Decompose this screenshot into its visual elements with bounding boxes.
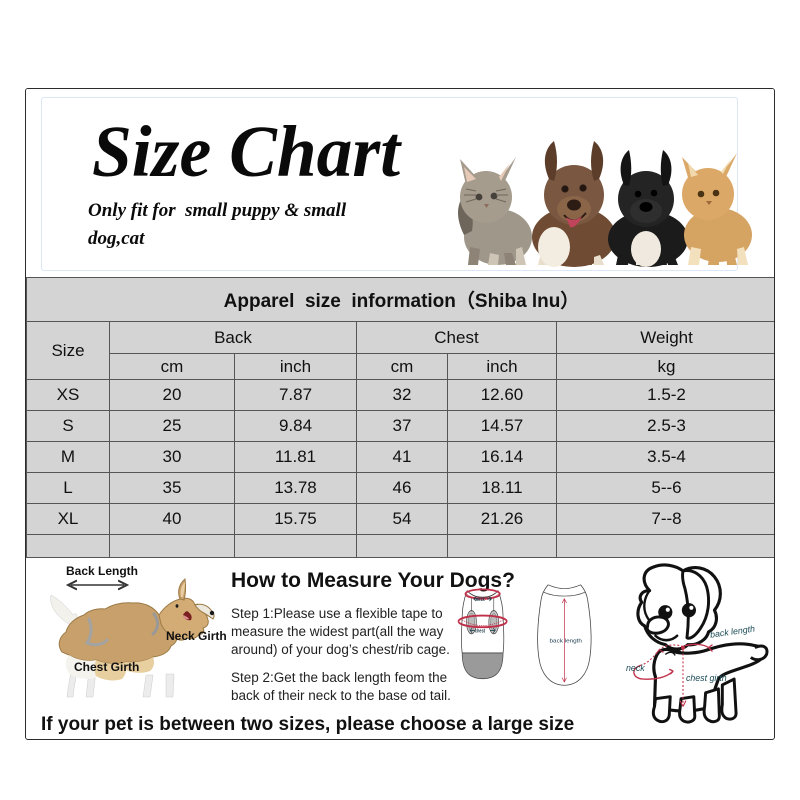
svg-text:neck: neck <box>626 663 645 673</box>
svg-text:chest girth: chest girth <box>686 673 727 683</box>
svg-text:chest: chest <box>475 628 486 634</box>
svg-text:neck: neck <box>476 596 485 602</box>
svg-text:Back Length: Back Length <box>66 564 138 578</box>
svg-text:Chest Girth: Chest Girth <box>74 660 139 674</box>
svg-text:Neck Girth: Neck Girth <box>166 629 226 643</box>
svg-text:back length: back length <box>550 639 582 645</box>
